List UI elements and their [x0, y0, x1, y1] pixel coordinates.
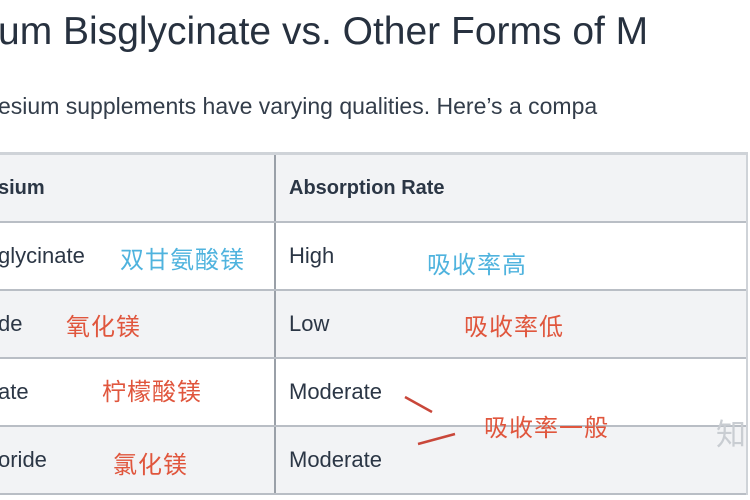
- table-header-row: sium Absorption Rate: [0, 155, 746, 223]
- comparison-table: sium Absorption Rate glycinate High de L…: [0, 152, 748, 495]
- annotation-bisglycinate: 双甘氨酸镁: [120, 247, 245, 274]
- annotation-moderate: 吸收率一般: [484, 415, 609, 442]
- form-cell: de: [0, 311, 23, 336]
- annotation-oxide: 氧化镁: [66, 314, 141, 341]
- annotation-low: 吸收率低: [464, 314, 564, 341]
- absorption-cell: Moderate: [274, 359, 746, 425]
- absorption-cell: High: [274, 223, 746, 289]
- watermark-logo: 知: [716, 419, 746, 452]
- form-cell: oride: [0, 447, 47, 472]
- table-row: glycinate High: [0, 223, 746, 291]
- page-title: um Bisglycinate vs. Other Forms of M: [0, 10, 649, 53]
- table-row: de Low: [0, 291, 746, 359]
- annotation-high: 吸收率高: [427, 252, 527, 279]
- table-row: ate Moderate: [0, 359, 746, 427]
- annotation-citrate: 柠檬酸镁: [102, 379, 202, 406]
- form-cell: glycinate: [0, 243, 85, 268]
- table-row: oride Moderate: [0, 427, 746, 495]
- form-cell: ate: [0, 379, 29, 404]
- arrow-to-citrate-moderate: [404, 395, 433, 414]
- arrow-to-chloride-moderate: [417, 432, 456, 446]
- header-absorption-rate: Absorption Rate: [274, 155, 746, 221]
- annotation-chloride: 氯化镁: [113, 452, 188, 479]
- intro-text: esium supplements have varying qualities…: [0, 93, 598, 119]
- absorption-cell: Moderate: [274, 427, 746, 493]
- absorption-cell: Low: [274, 291, 746, 357]
- header-magnesium-form: sium: [0, 176, 45, 199]
